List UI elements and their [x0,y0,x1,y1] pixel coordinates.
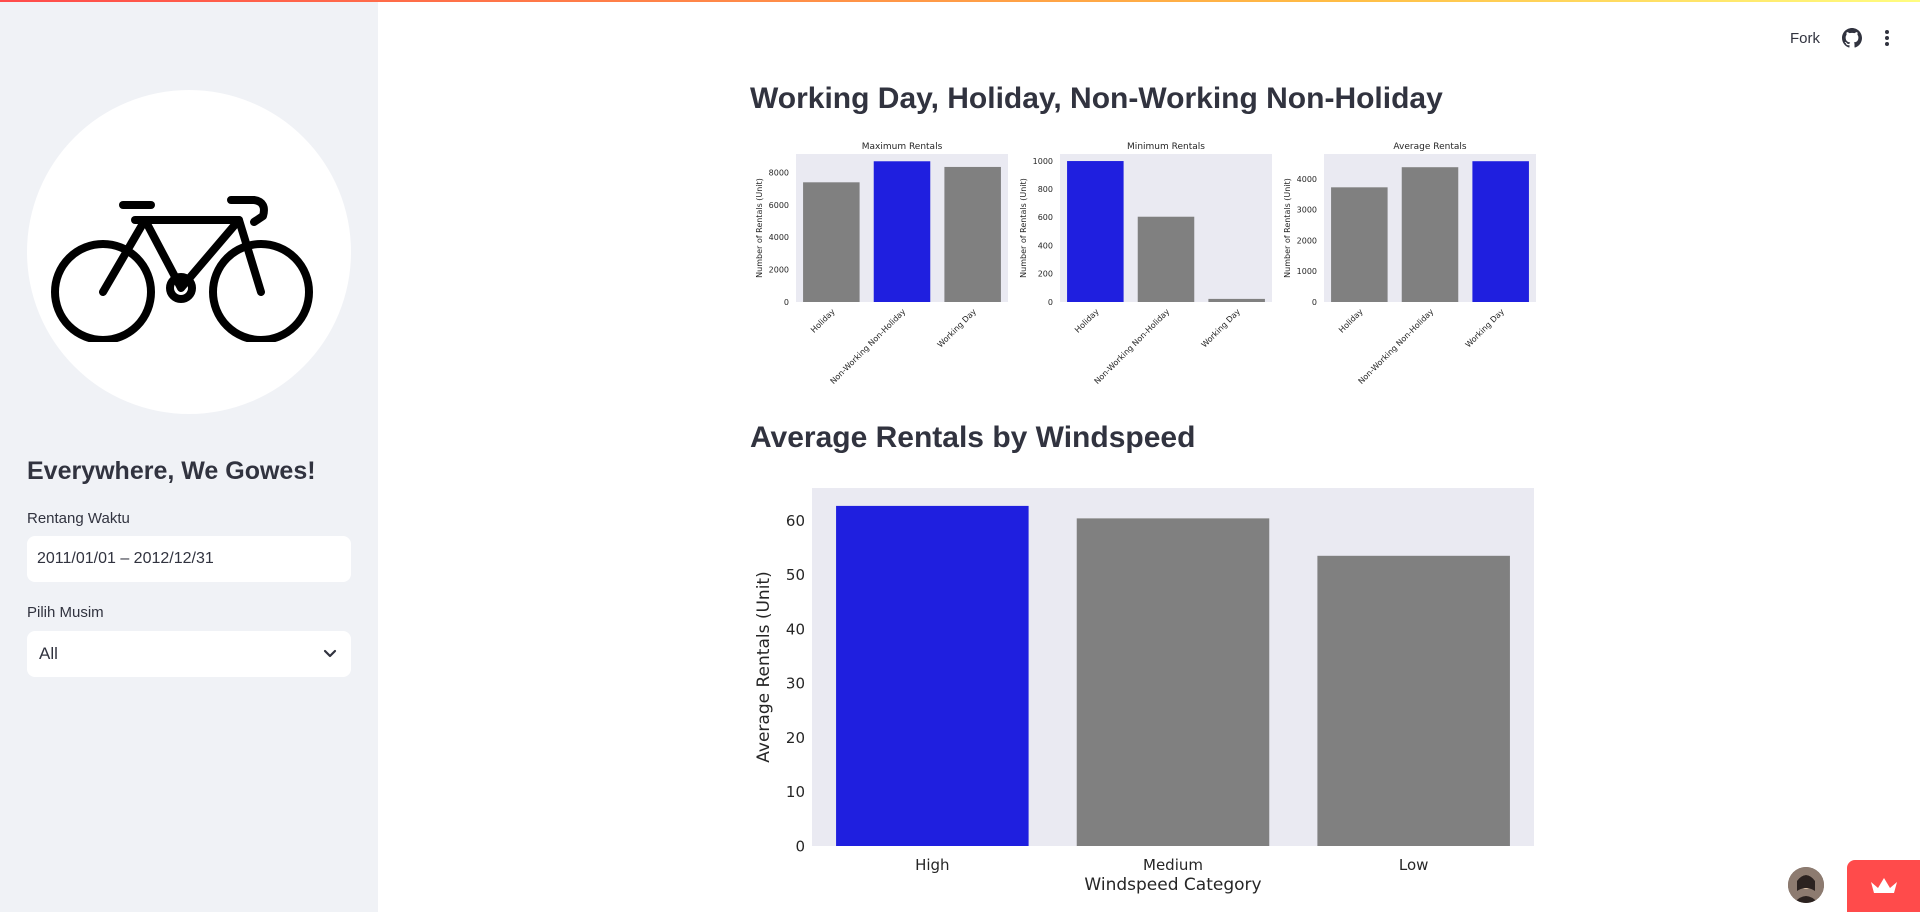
y-tick-label: 20 [786,729,805,747]
season-select-label: Pilih Musim [27,604,104,621]
more-vertical-icon[interactable] [1884,29,1890,47]
windspeed-chart: 0 10 20 30 40 50 60 High Medium Low Average Rental… [754,488,1534,895]
bar [1317,555,1510,846]
y-tick-label: 8000 [769,168,789,177]
y-tick-label: 1000 [1033,157,1053,166]
bicycle-icon [51,196,313,342]
x-tick-label: Working Day [1464,307,1507,350]
chart-title: Minimum Rentals [1127,142,1205,152]
y-tick-label: 0 [1048,298,1053,307]
chart-title: Average Rentals [1393,142,1466,152]
bar [1331,187,1388,302]
y-tick-label: 0 [1312,298,1317,307]
y-axis-label: Number of Rentals (Unit) [1283,178,1292,278]
date-range-input[interactable] [27,536,351,582]
bar [1401,167,1459,302]
x-tick-label: Working Day [936,307,979,350]
fork-button[interactable]: Fork [1790,29,1820,47]
sidebar-title: Everywhere, We Gowes! [27,457,316,485]
github-icon[interactable] [1842,28,1862,48]
date-range-label: Rentang Waktu [27,510,130,527]
x-tick-label: Non-Working Non-Holiday [829,307,908,386]
bar [1137,216,1195,302]
x-tick-label: Low [1399,856,1429,874]
x-axis-label: Windspeed Category [1084,875,1261,895]
y-tick-label: 4000 [769,233,789,242]
y-tick-label: 2000 [769,265,789,274]
sidebar: Everywhere, We Gowes! Rentang Waktu Pili… [0,0,378,912]
bar [803,182,860,302]
y-tick-label: 40 [786,620,805,638]
crown-icon [1870,878,1897,893]
x-tick-label: Holiday [809,307,837,335]
bar [873,161,931,302]
avatar[interactable] [1788,867,1824,903]
bar [1208,298,1265,302]
section-title-day-type: Working Day, Holiday, Non-Working Non-Ho… [750,82,1443,115]
y-tick-label: 10 [786,783,805,801]
y-tick-label: 200 [1038,270,1053,279]
logo [27,90,351,414]
y-axis-label: Number of Rentals (Unit) [755,178,764,278]
y-tick-label: 3000 [1297,206,1317,215]
y-tick-label: 6000 [769,201,789,210]
season-selected-value: All [39,644,58,663]
x-tick-label: Non-Working Non-Holiday [1093,307,1172,386]
x-tick-label: Medium [1143,856,1203,874]
min-rentals-chart: Minimum Rentals02004006008001000HolidayN… [1019,142,1272,386]
season-select[interactable]: All [27,631,351,677]
y-axis-label: Number of Rentals (Unit) [1019,178,1028,278]
x-tick-label: Holiday [1337,307,1365,335]
header-actions: Fork [1790,28,1890,48]
user-avatar-icon [1788,867,1824,903]
x-tick-label: Holiday [1073,307,1101,335]
y-tick-label: 400 [1038,241,1053,250]
y-tick-label: 60 [786,512,805,530]
x-tick-label: Non-Working Non-Holiday [1357,307,1436,386]
bar [944,166,1001,302]
max-rentals-chart: Maximum Rentals02000400060008000HolidayN… [755,142,1008,386]
bar [836,505,1029,846]
bar [1076,518,1270,846]
y-tick-label: 30 [786,675,805,693]
chevron-down-icon [323,649,337,658]
y-axis-label: Average Rentals (Unit) [754,571,774,762]
y-tick-label: 800 [1038,185,1053,194]
bar [1067,161,1124,302]
avg-rentals-chart: Average Rentals01000200030004000HolidayN… [1283,142,1536,386]
y-tick-label: 0 [784,298,789,307]
x-tick-label: High [915,856,949,874]
y-tick-label: 600 [1038,213,1053,222]
y-tick-label: 4000 [1297,175,1317,184]
x-tick-label: Working Day [1200,307,1243,350]
y-tick-label: 1000 [1297,267,1317,276]
section-title-windspeed: Average Rentals by Windspeed [750,421,1196,454]
top-decoration-bar [0,0,1920,2]
bar [1472,161,1529,302]
chart-title: Maximum Rentals [862,142,943,152]
y-tick-label: 2000 [1297,236,1317,245]
y-tick-label: 50 [786,566,805,584]
y-tick-label: 0 [795,837,805,855]
streamlit-badge[interactable] [1847,860,1920,912]
